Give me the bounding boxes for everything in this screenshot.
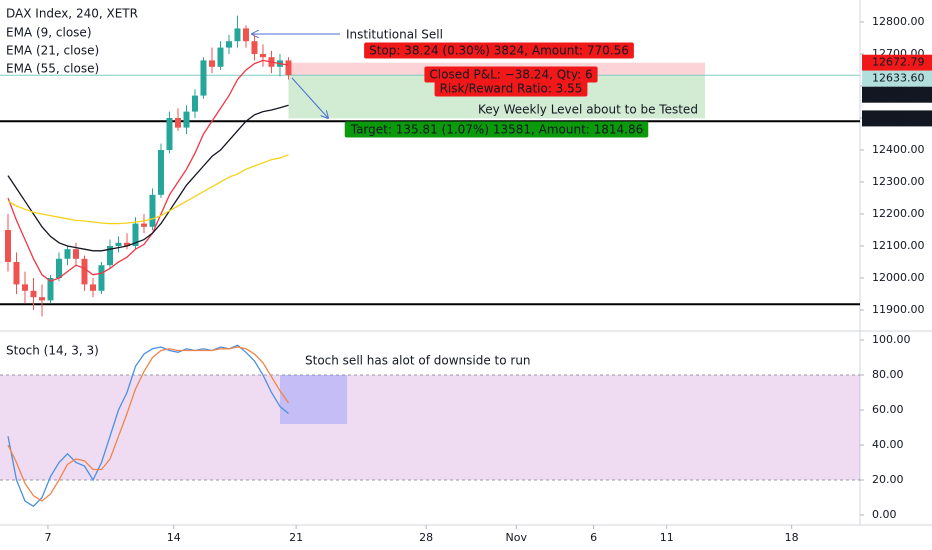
candle-body — [89, 284, 96, 291]
annotation: Stoch sell has alot of downside to run — [305, 354, 531, 368]
y-tick-label: 0.00 — [872, 508, 897, 521]
candle-body — [234, 28, 241, 42]
candle-body — [242, 28, 249, 42]
legend-item: EMA (55, close) — [6, 62, 99, 76]
legend-title: Stoch (14, 3, 3) — [6, 344, 99, 358]
candle-body — [55, 258, 62, 278]
line — [7, 344, 289, 508]
trend-arrow — [291, 77, 328, 118]
stoch-band — [0, 375, 860, 481]
annotation-box — [424, 66, 598, 83]
y-tick-label: 20.00 — [872, 473, 904, 486]
y-tick-label: 100.00 — [872, 333, 911, 346]
x-tick-label: 7 — [44, 531, 51, 544]
candle-body — [217, 47, 224, 67]
y-tick-label: 12100.00 — [872, 239, 925, 252]
price-tag — [862, 110, 932, 127]
candle-body — [21, 284, 28, 291]
y-tick-label: 12400.00 — [872, 143, 925, 156]
candle-body — [106, 246, 113, 266]
x-tick-label: 21 — [289, 531, 303, 544]
y-tick-label: 12200.00 — [872, 207, 925, 220]
candle-body — [251, 41, 258, 54]
y-tick-label: 12000.00 — [872, 271, 925, 284]
candle-body — [47, 278, 54, 301]
candle-body — [64, 249, 71, 259]
y-tick-label: 60.00 — [872, 403, 904, 416]
y-tick-label: 12800.00 — [872, 15, 925, 28]
candle-body — [149, 194, 156, 227]
annotation: Stop: 38.24 (0.30%) 3824, Amount: 770.56 — [369, 44, 629, 58]
annotation: Institutional Sell — [346, 28, 443, 42]
y-tick-label: 40.00 — [872, 438, 904, 451]
price-tag-label: 12672.79 — [872, 56, 925, 69]
candle-body — [200, 60, 207, 96]
candle-body — [115, 242, 122, 246]
annotation: Target: 135.81 (1.07%) 13581, Amount: 18… — [350, 123, 644, 137]
candle-body — [225, 41, 232, 48]
candle-body — [98, 265, 105, 291]
y-tick-label: 12300.00 — [872, 175, 925, 188]
candle-body — [13, 262, 20, 285]
candle-body — [208, 60, 215, 67]
candle-body — [157, 150, 164, 195]
candle-body — [174, 118, 181, 128]
candle-body — [38, 297, 45, 301]
candle-body — [123, 242, 130, 246]
price-tag — [862, 54, 932, 71]
price-tag-label: 12633.60 — [872, 72, 925, 85]
line — [7, 59, 289, 282]
x-tick-label: 28 — [419, 531, 433, 544]
candle-body — [166, 118, 173, 150]
annotation: Closed P&L: −38.24, Qty: 6 — [429, 68, 592, 82]
annotation-box — [434, 80, 588, 97]
candle-body — [30, 290, 37, 298]
x-tick-label: 11 — [660, 531, 674, 544]
candle-body — [183, 111, 190, 128]
candle-body — [259, 54, 266, 58]
candle-body — [81, 258, 88, 285]
line — [7, 104, 289, 252]
candle-body — [72, 249, 79, 259]
y-tick-label: 11900.00 — [872, 303, 925, 316]
candle-body — [140, 223, 147, 227]
line — [7, 346, 290, 502]
price-tag — [862, 86, 932, 103]
legend-item: EMA (9, close) — [6, 26, 92, 40]
legend-title: DAX Index, 240, XETR — [6, 7, 138, 21]
x-tick-label: 14 — [167, 531, 181, 544]
candle-body — [191, 95, 198, 112]
y-tick-label: 80.00 — [872, 368, 904, 381]
x-tick-label: Nov — [506, 531, 528, 544]
price-tag — [862, 70, 932, 87]
candle-body — [4, 230, 11, 262]
candle-body — [132, 223, 139, 246]
annotation: Risk/Reward Ratio: 3.55 — [440, 82, 583, 96]
annotation-box — [364, 42, 634, 59]
candle-body — [285, 60, 292, 76]
annotation-box — [344, 121, 649, 138]
stoch-box — [279, 375, 348, 425]
annotation: Key Weekly Level about to be Tested — [478, 103, 698, 117]
x-tick-label: 18 — [785, 531, 799, 544]
line — [7, 154, 289, 225]
price-tag-label: 12634.55 — [872, 88, 925, 101]
x-tick-label: 6 — [590, 531, 597, 544]
legend-item: EMA (21, close) — [6, 44, 99, 58]
price-tag-label: 12498.74 — [872, 111, 925, 124]
